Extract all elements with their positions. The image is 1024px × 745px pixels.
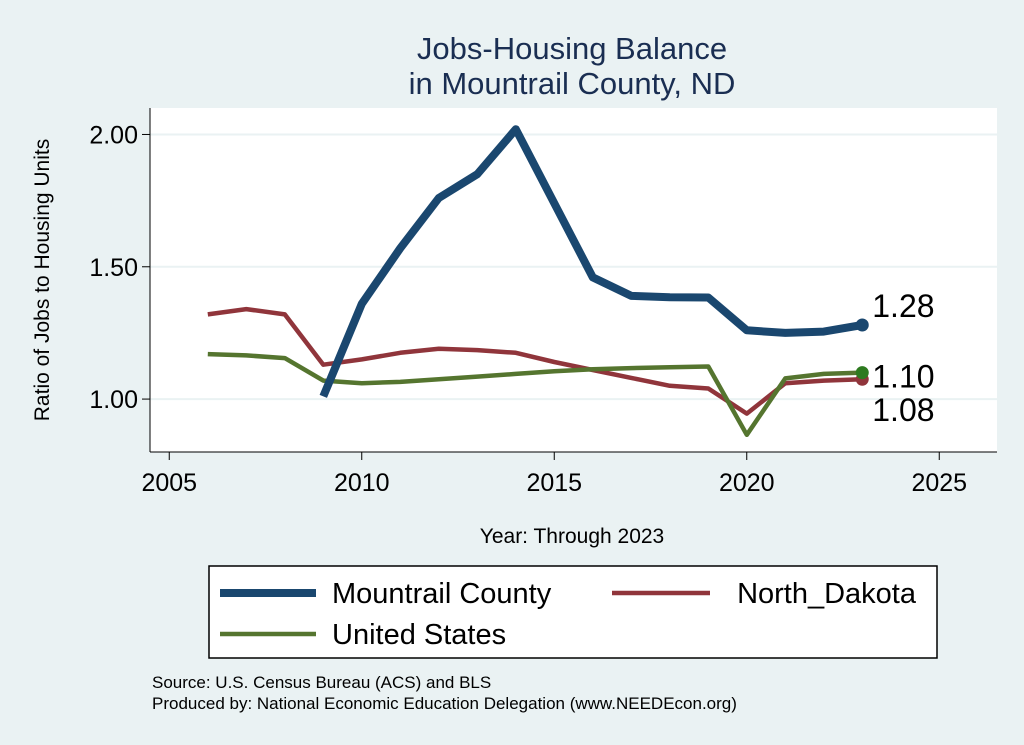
plot-area bbox=[150, 108, 997, 452]
end-label-mountrail-county: 1.28 bbox=[872, 288, 934, 324]
y-tick-label: 1.50 bbox=[89, 254, 138, 282]
end-marker-united-states bbox=[855, 366, 869, 380]
x-tick-label: 2005 bbox=[141, 469, 197, 497]
x-tick-label: 2010 bbox=[334, 469, 390, 497]
x-tick-label: 2015 bbox=[526, 469, 582, 497]
y-tick-label: 1.00 bbox=[89, 386, 138, 414]
series-line-mountrail-county bbox=[319, 125, 863, 398]
legend-label-mountrail-county: Mountrail County bbox=[332, 578, 552, 610]
series-line-north-dakota bbox=[207, 306, 863, 416]
end-label-north-dakota: 1.08 bbox=[872, 392, 934, 428]
legend-label-united-states: United States bbox=[332, 619, 506, 651]
series-lines bbox=[207, 125, 863, 438]
x-axis-title: Year: Through 2023 bbox=[480, 525, 665, 548]
x-tick-label: 2025 bbox=[911, 469, 967, 497]
legend: Mountrail County North_Dakota United State… bbox=[220, 578, 917, 651]
axis-ticks: 1.00 1.50 2.00 2005 2010 2015 2020 2025 bbox=[89, 121, 967, 497]
chart-title-line-1: Jobs-Housing Balance bbox=[417, 31, 727, 66]
producer-note: Produced by: National Economic Education… bbox=[152, 694, 737, 713]
legend-box bbox=[208, 565, 938, 659]
y-axis-title: Ratio of Jobs to Housing Units bbox=[31, 139, 54, 421]
grid-lines bbox=[150, 133, 997, 401]
source-note: Source: U.S. Census Bureau (ACS) and BLS bbox=[152, 673, 491, 692]
series-line-united-states bbox=[207, 351, 863, 438]
end-labels: 1.28 1.081.10 bbox=[855, 288, 935, 428]
end-label-united-states: 1.10 bbox=[872, 359, 934, 395]
legend-label-north-dakota: North_Dakota bbox=[737, 578, 917, 610]
x-tick-label: 2020 bbox=[719, 469, 775, 497]
end-marker-mountrail-county bbox=[855, 318, 869, 332]
chart-title-line-2: in Mountrail County, ND bbox=[409, 66, 736, 101]
y-tick-label: 2.00 bbox=[89, 121, 138, 149]
